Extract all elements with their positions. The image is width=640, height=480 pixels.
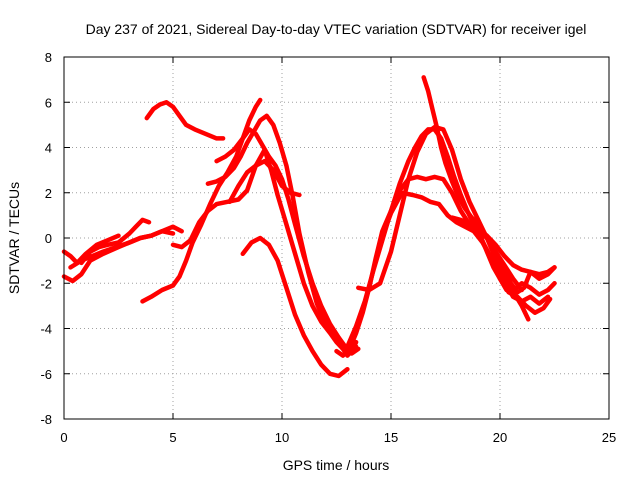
x-tick-label: 25 <box>602 430 616 445</box>
y-tick-label: -4 <box>40 322 52 337</box>
series-track-8 <box>205 113 359 354</box>
series-track-2 <box>61 224 184 284</box>
y-axis-label: SDTVAR / TECUs <box>6 182 22 294</box>
series-track-18 <box>465 219 531 322</box>
y-tick-label: 0 <box>45 231 52 246</box>
x-tick-label: 20 <box>493 430 507 445</box>
y-tick-label: -8 <box>40 412 52 427</box>
series-layer <box>61 75 557 379</box>
series-track-11 <box>240 235 350 379</box>
y-tick-label: -6 <box>40 367 52 382</box>
y-tick-label: -2 <box>40 276 52 291</box>
series-track-3 <box>79 217 152 266</box>
y-tick-label: 2 <box>45 186 52 201</box>
chart-title: Day 237 of 2021, Sidereal Day-to-day VTE… <box>86 21 587 37</box>
series-track-16 <box>421 75 557 295</box>
series-track-10 <box>227 158 302 205</box>
x-tick-label: 5 <box>169 430 176 445</box>
axis-ticks: 0 5 10 15 20 25 -8 -6 -4 -2 0 2 4 6 8 <box>40 50 616 445</box>
x-tick-label: 0 <box>60 430 67 445</box>
x-tick-label: 10 <box>275 430 289 445</box>
y-tick-label: 4 <box>45 141 52 156</box>
series-track-4 <box>68 228 176 270</box>
series-track-17 <box>449 215 525 293</box>
series-track-5 <box>144 100 226 141</box>
x-axis-label: GPS time / hours <box>283 457 390 473</box>
series-track-15 <box>377 190 553 315</box>
x-tick-label: 15 <box>384 430 398 445</box>
y-tick-label: 6 <box>45 95 52 110</box>
y-tick-label: 8 <box>45 50 52 65</box>
grid <box>64 57 609 419</box>
series-track-12 <box>334 174 557 358</box>
